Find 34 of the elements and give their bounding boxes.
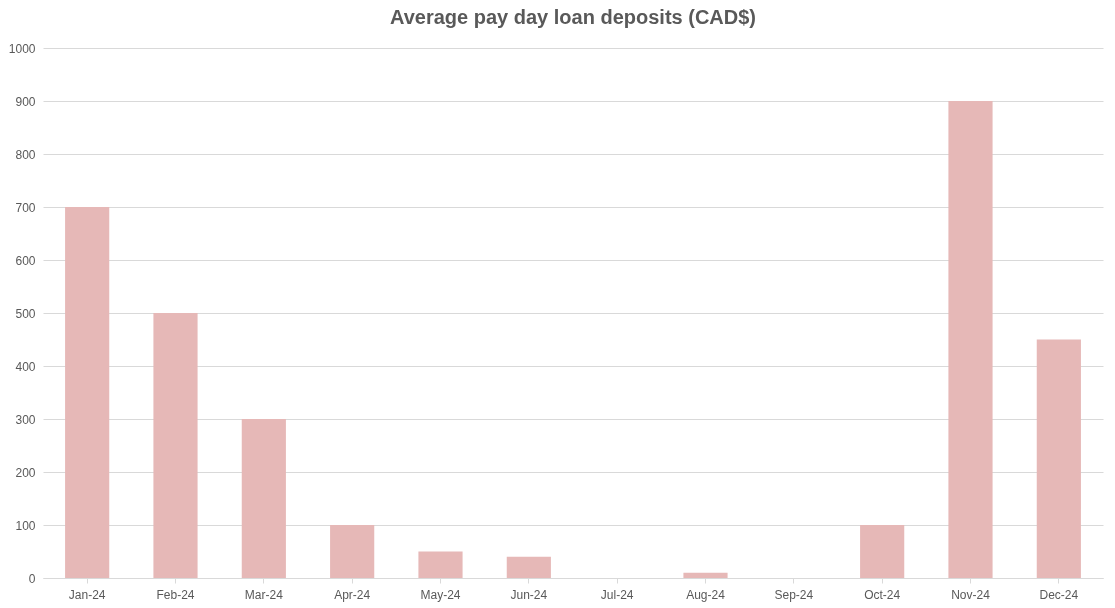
bar <box>683 572 728 578</box>
x-tick-label: Aug-24 <box>686 587 726 602</box>
bar <box>241 419 286 578</box>
bar <box>418 551 463 578</box>
x-tick-label: Feb-24 <box>156 587 195 602</box>
y-tick-label: 500 <box>15 306 36 321</box>
x-tick-label: Jun-24 <box>510 587 548 602</box>
bar <box>153 313 198 578</box>
y-tick-label: 700 <box>15 200 36 215</box>
bar <box>860 525 905 578</box>
y-tick-label: 400 <box>15 359 36 374</box>
x-tick-label: Dec-24 <box>1039 587 1079 602</box>
bar <box>330 525 375 578</box>
x-tick-label: Sep-24 <box>774 587 814 602</box>
x-tick-label: Mar-24 <box>244 587 284 602</box>
bar <box>65 207 110 578</box>
y-tick-label: 100 <box>15 518 36 533</box>
y-tick-label: 300 <box>15 412 36 427</box>
x-tick-label: Jan-24 <box>68 587 106 602</box>
y-tick-label: 200 <box>15 465 36 480</box>
y-tick-label: 600 <box>15 253 36 268</box>
x-tick-label: Oct-24 <box>864 587 901 602</box>
y-tick-label: 1000 <box>8 41 36 56</box>
x-tick-label: Nov-24 <box>951 587 991 602</box>
y-tick-label: 0 <box>28 571 36 586</box>
bar <box>1036 339 1081 578</box>
x-tick-label: May-24 <box>420 587 461 602</box>
chart-title: Average pay day loan deposits (CAD$) <box>389 6 757 28</box>
x-tick-label: Apr-24 <box>334 587 371 602</box>
x-tick-label: Jul-24 <box>600 587 634 602</box>
bar <box>506 556 551 578</box>
y-tick-label: 900 <box>15 94 36 109</box>
y-tick-label: 800 <box>15 147 36 162</box>
bar <box>948 101 993 578</box>
